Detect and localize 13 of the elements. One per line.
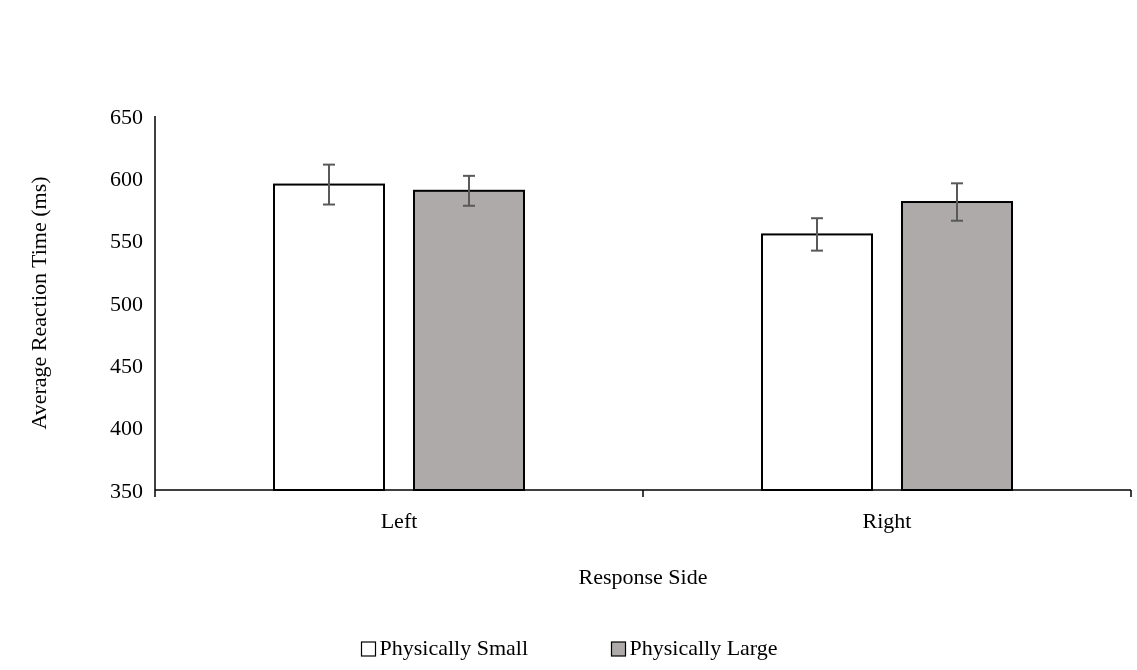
y-tick-label: 450 bbox=[110, 353, 143, 379]
y-tick-label: 350 bbox=[110, 477, 143, 503]
y-tick-label: 550 bbox=[110, 228, 143, 254]
y-tick-label: 400 bbox=[110, 415, 143, 441]
x-tick-label: Left bbox=[380, 508, 418, 533]
x-axis-title: Response Side bbox=[578, 564, 708, 589]
y-tick-label: 650 bbox=[110, 103, 143, 129]
y-tick-label: 600 bbox=[110, 166, 143, 192]
y-tick-label: 500 bbox=[110, 290, 143, 316]
y-axis-title: Average Reaction Time (ms) bbox=[26, 176, 51, 430]
legend-label: Physically Large bbox=[629, 635, 778, 660]
legend-label: Physically Small bbox=[379, 635, 528, 660]
x-tick-label: Right bbox=[862, 508, 912, 533]
